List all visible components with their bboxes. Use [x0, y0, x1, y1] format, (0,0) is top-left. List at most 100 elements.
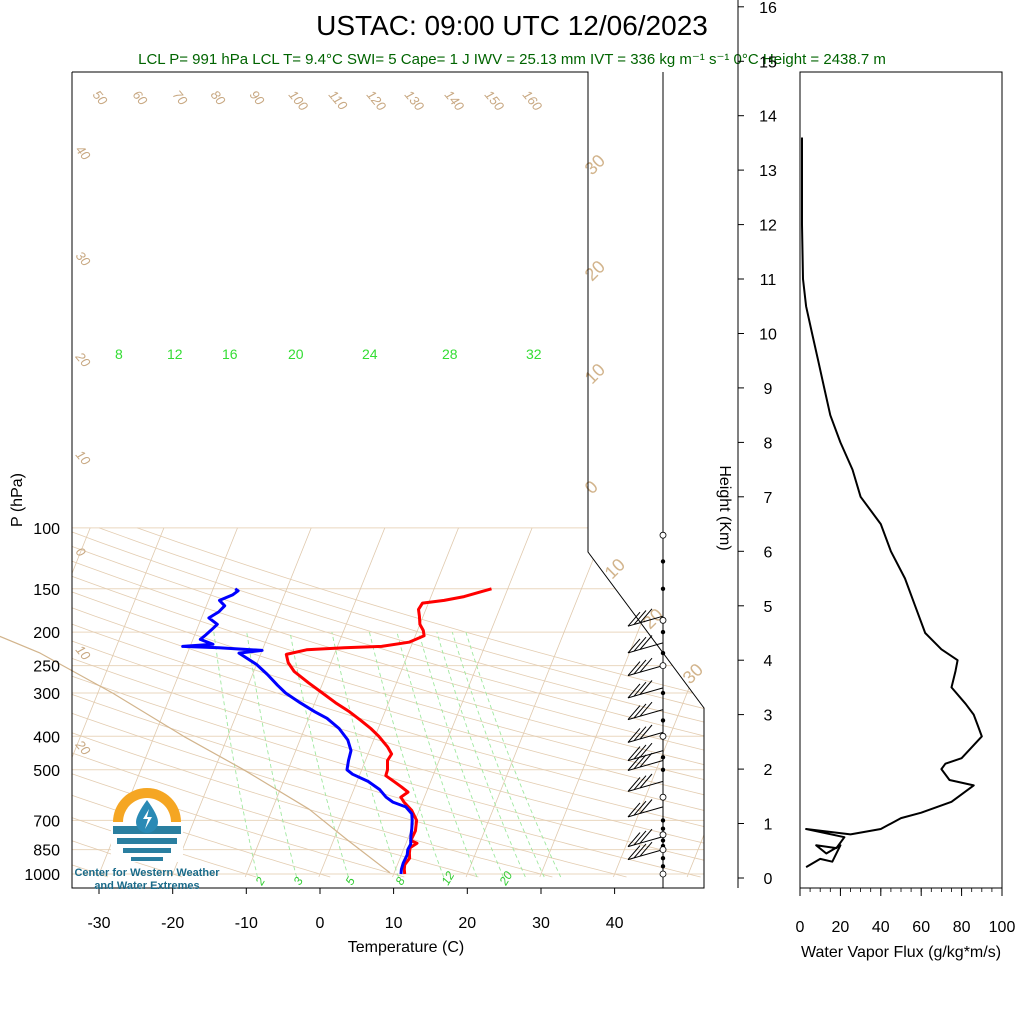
wind-level-marker	[660, 767, 666, 772]
height-tick-label: 13	[759, 163, 777, 180]
pressure-tick-label: 850	[33, 843, 60, 860]
wind-barb-feather	[627, 638, 641, 654]
isotherm-labels-text: 130	[402, 87, 428, 114]
wind-barb-staff	[627, 642, 664, 654]
temperature-axis-label: Temperature (C)	[348, 939, 464, 956]
right-labels-text: 30	[581, 151, 609, 179]
mixing-ratio-line	[436, 631, 526, 878]
height-tick-label: 6	[764, 544, 773, 561]
flux-tick-label: 0	[796, 919, 805, 936]
wind-barb-feather	[633, 843, 647, 859]
dry-adiabat-line	[137, 527, 704, 878]
wind-barb-feather	[627, 728, 641, 743]
dry-adiabat-line	[72, 527, 704, 878]
pressure-tick-label: 500	[33, 763, 60, 780]
wind-barb-feather	[633, 754, 647, 770]
wind-barb-feather	[633, 681, 647, 697]
wind-barb-staff	[627, 615, 664, 627]
wind-barb-feather	[627, 705, 641, 720]
wind-barb-staff	[627, 806, 664, 818]
dry-adiabat-line	[98, 527, 704, 878]
dry-adiabat-line	[72, 527, 704, 878]
temperature-tick-label: 40	[606, 915, 624, 932]
isotherm-line	[465, 527, 607, 878]
mixing-ratio-line	[213, 632, 258, 878]
dry-adiabat-line	[0, 528, 34, 877]
flux-axis-label: Water Vapor Flux (g/kg*m/s)	[801, 944, 1001, 961]
wind-barb-feather	[627, 756, 641, 771]
temperature-tick-label: -30	[87, 915, 110, 932]
wind-barb-feather	[639, 828, 653, 844]
isotherm-labels-text: 120	[364, 87, 390, 114]
wind-barb-feather	[627, 832, 641, 847]
mixing-ratio-labels-bottom-text: 2	[252, 874, 268, 888]
pressure-tick-label: 400	[33, 729, 60, 746]
wind-level-marker	[660, 559, 666, 564]
height-tick-label: 14	[759, 109, 777, 126]
mixing-ratio-line	[246, 632, 298, 878]
temperature-tick-label: -20	[161, 915, 184, 932]
wind-level-marker	[660, 586, 666, 591]
wind-barb-staff	[627, 709, 664, 721]
dry-adiabat-labels-text: 20	[72, 349, 94, 371]
wind-barb-feather	[639, 608, 653, 624]
wind-level-marker	[660, 864, 666, 869]
dry-adiabat-lines	[0, 527, 704, 878]
isotherm-labels-text: 90	[247, 87, 268, 108]
wind-barb-feather	[633, 659, 647, 675]
mixing-ratio-line	[289, 632, 349, 878]
dry-adiabat-labels-text: 20	[72, 737, 94, 759]
height-tick-label: 9	[764, 381, 773, 398]
dry-adiabat-line	[72, 527, 704, 878]
flux-frame	[799, 71, 1003, 889]
isotherm-labels-text: 50	[90, 87, 111, 108]
wind-barb-group	[627, 608, 664, 861]
wind-barb-feather	[639, 657, 653, 673]
flux-tick-label: 60	[912, 919, 930, 936]
flux-tick-label: 100	[989, 919, 1016, 936]
right-labels-text: 10	[581, 360, 609, 388]
wind-level-marker	[660, 718, 666, 723]
dry-adiabat-line	[72, 527, 704, 878]
isotherm-labels-text: 70	[170, 87, 191, 108]
dry-adiabat-labels-text: 30	[73, 248, 94, 269]
wind-barbs	[627, 72, 667, 888]
wind-barb-feather	[627, 661, 641, 676]
right-labels-text: 30	[679, 660, 707, 688]
temperature-tick-label: 20	[458, 915, 476, 932]
wind-level-marker	[659, 662, 667, 669]
isotherm-labels-text: 140	[442, 87, 468, 114]
isotherm-line	[613, 527, 704, 878]
height-tick-label: 0	[764, 871, 773, 888]
isotherm-line	[686, 527, 704, 878]
wind-barb-feather	[633, 744, 647, 760]
wind-level-marker	[659, 870, 667, 878]
dry-adiabat-line	[72, 527, 704, 878]
isotherm-labels-text: 110	[326, 87, 351, 113]
dry-adiabat-line	[72, 527, 704, 878]
isotherm-labels-text: 80	[208, 87, 229, 108]
wind-barb-staff	[627, 836, 664, 848]
height-tick-label: 12	[759, 218, 777, 235]
pressure-tick-label: 100	[33, 521, 60, 538]
flux-profile	[801, 137, 983, 868]
isotherm-line	[0, 528, 17, 877]
mixing-ratio-lines	[213, 631, 562, 878]
wind-barb-staff	[627, 731, 664, 743]
wind-barb-staff	[627, 665, 664, 677]
height-tick-label: 7	[764, 490, 773, 507]
isotherm-labels-text: 160	[520, 87, 546, 114]
pressure-tick-label: 700	[33, 813, 60, 830]
wind-barb-feather	[627, 802, 641, 818]
pressure-tick-label: 250	[33, 659, 60, 676]
wind-level-marker	[660, 629, 666, 635]
sounding-profiles	[0, 587, 492, 875]
height-tick-label: 2	[764, 762, 773, 779]
dewpoint-profile-line	[181, 587, 414, 875]
height-tick-label: 1	[764, 817, 773, 834]
wind-level-marker	[659, 732, 667, 740]
wind-level-marker	[659, 531, 667, 539]
